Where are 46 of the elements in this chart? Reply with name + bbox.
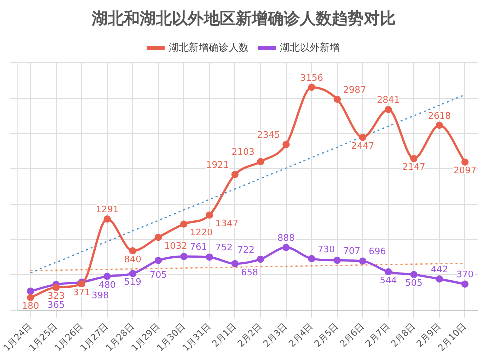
data-label: 442 [431, 266, 448, 276]
data-label: 505 [406, 279, 423, 290]
legend-label: 湖北以外新增 [280, 42, 340, 54]
data-label: 888 [278, 234, 296, 244]
data-label: 2147 [402, 163, 426, 174]
x-tick-label: 2月3日 [262, 322, 290, 350]
data-label: 1347 [216, 220, 239, 230]
data-label: 658 [241, 268, 259, 278]
data-label: 840 [124, 255, 142, 266]
data-label: 480 [98, 280, 116, 291]
x-tick-label: 2月1日 [211, 322, 239, 350]
data-label: 2987 [343, 86, 366, 96]
x-tick-label: 2月5日 [313, 322, 342, 350]
x-tick-label: 2月2日 [236, 322, 265, 350]
data-label: 370 [456, 270, 474, 281]
data-label: 730 [318, 245, 336, 256]
legend-label: 湖北新增确诊人数 [169, 42, 249, 54]
data-label: 398 [92, 292, 110, 302]
x-tick-label: 2月7日 [364, 322, 392, 350]
x-tick-label: 2月6日 [338, 322, 367, 350]
data-label: 722 [238, 246, 255, 256]
data-label: 1291 [96, 206, 119, 216]
data-label: 3156 [300, 74, 324, 84]
data-label: 1220 [190, 228, 214, 239]
data-label: 1921 [206, 161, 230, 172]
data-label: 371 [73, 288, 90, 299]
data-label: 705 [150, 271, 168, 282]
data-label: 2345 [257, 131, 280, 142]
data-label: 707 [343, 246, 361, 257]
data-label: 696 [369, 248, 386, 258]
data-label: 752 [216, 244, 233, 254]
data-label: 519 [124, 278, 142, 288]
chart-title: 湖北和湖北以外地区新增确诊人数趋势对比 [91, 8, 396, 28]
data-label: 2103 [232, 148, 255, 158]
data-label: 2097 [454, 166, 477, 177]
data-label: 323 [48, 292, 65, 302]
data-label: 180 [22, 302, 40, 312]
data-label: 2447 [352, 142, 374, 152]
x-tick-label: 2月4日 [288, 322, 316, 350]
data-label: 1032 [164, 242, 188, 252]
x-tick-label: 2月8日 [390, 322, 418, 350]
data-label: 2841 [377, 96, 400, 106]
data-label: 2618 [428, 112, 452, 122]
data-label: 544 [380, 276, 398, 286]
data-label: 365 [48, 301, 65, 312]
data-label: 761 [190, 243, 208, 254]
